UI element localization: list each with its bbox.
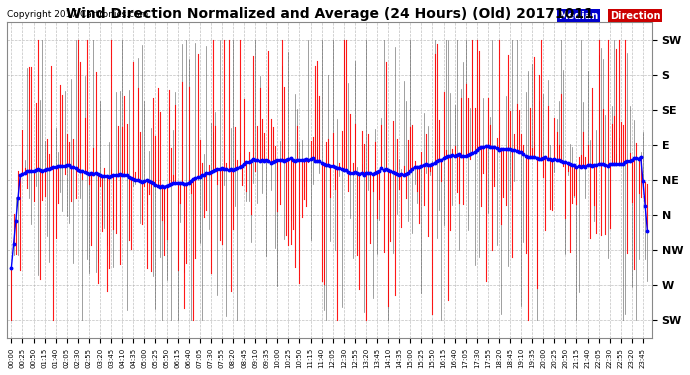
Title: Wind Direction Normalized and Average (24 Hours) (Old) 20171011: Wind Direction Normalized and Average (2…	[66, 7, 593, 21]
Text: Direction: Direction	[610, 10, 660, 21]
Text: Median: Median	[558, 10, 598, 21]
Text: Copyright 2017 Cartronics.com: Copyright 2017 Cartronics.com	[7, 10, 148, 19]
